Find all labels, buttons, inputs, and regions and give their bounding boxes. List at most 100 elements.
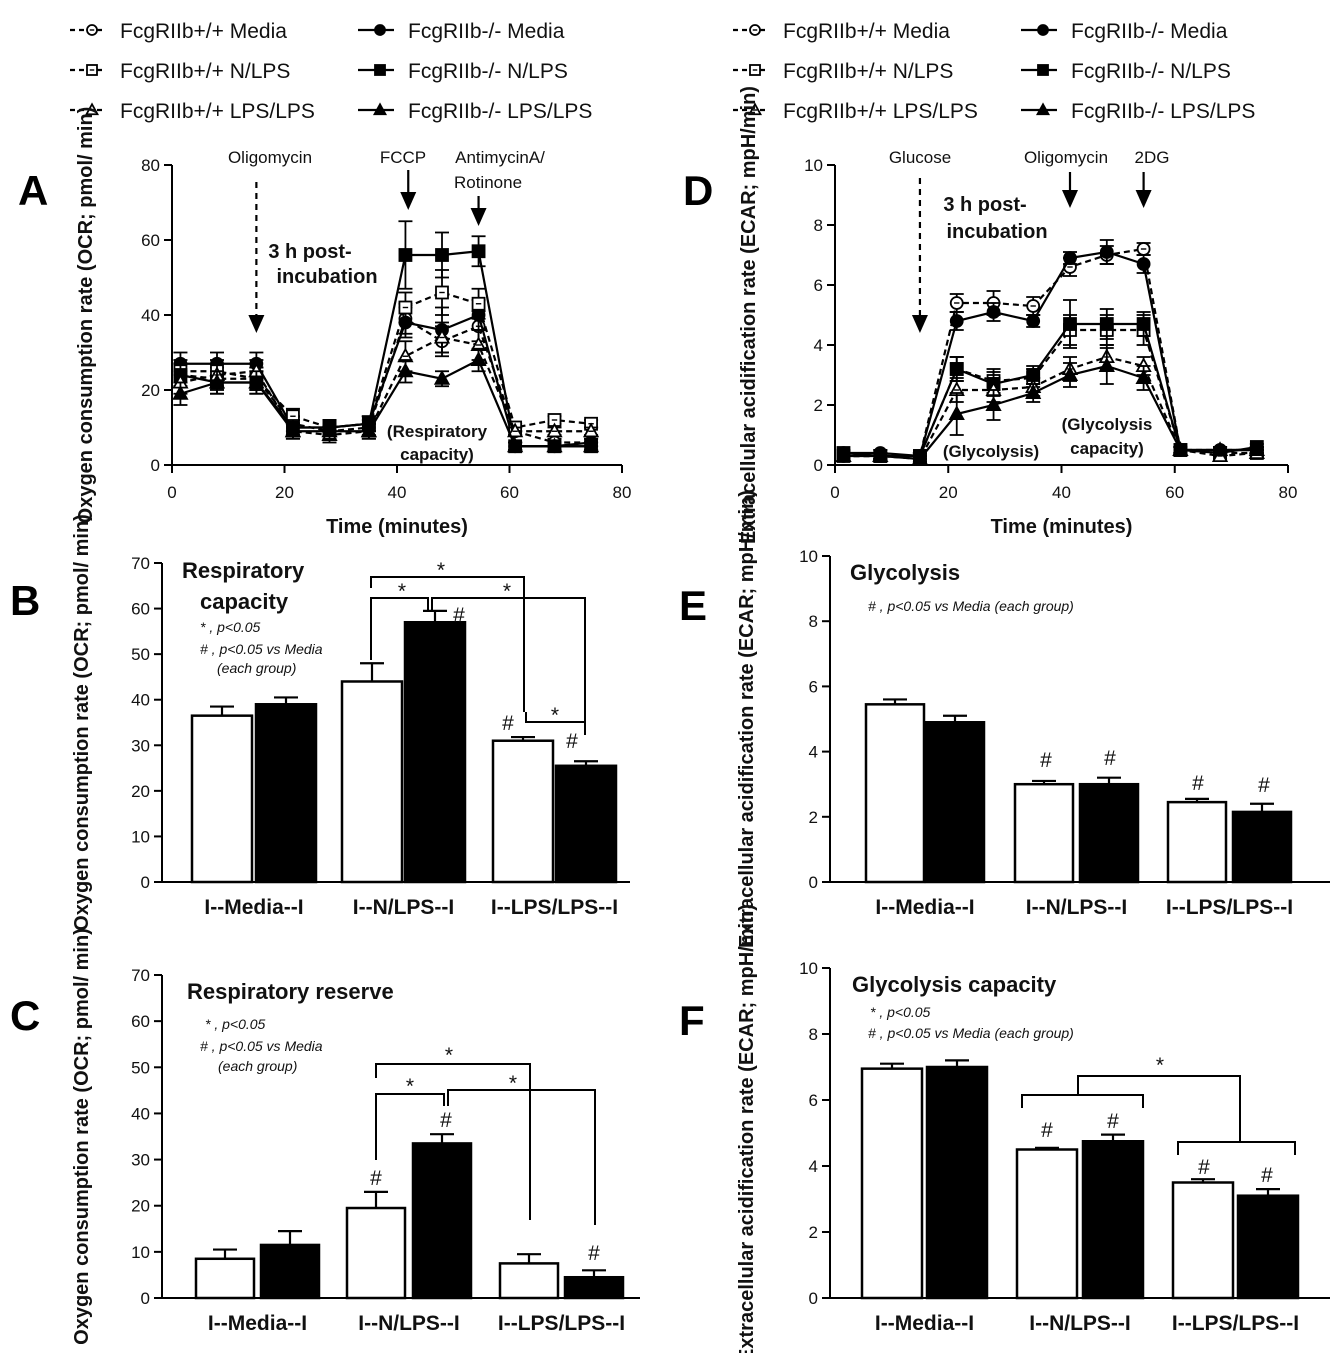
legend-right: FcgRIIb+/+ Media FcgRIIb-/- Media FcgRIIb+… [733, 20, 1255, 123]
sig-star: * [398, 580, 406, 603]
x-tick-label: 60 [500, 483, 519, 502]
bar [563, 1275, 625, 1300]
y-tick-label: 50 [131, 1058, 150, 1077]
bracket-ko [431, 597, 586, 735]
legend-item-4: FcgRIIb+/+ LPS/LPS [733, 100, 978, 123]
bar [340, 680, 404, 884]
chart-title: Glycolysis [850, 560, 960, 585]
series-3 [173, 220, 599, 454]
y-tick-label: 4 [814, 336, 823, 355]
data-point [507, 437, 524, 453]
bracket-nlps [1021, 1094, 1144, 1108]
legend-item-5: FcgRIIb-/- LPS/LPS [1021, 100, 1255, 123]
y-axis-label: Extracellular acidification rate (ECAR; … [738, 86, 760, 544]
bar-chart-F: 0 2 4 6 8 10 Extracellular acidification rate … [736, 904, 1330, 1353]
sig-hash: # [1040, 749, 1052, 772]
series-line [843, 250, 1257, 458]
label-cap2: capacity) [1070, 439, 1144, 458]
data-point [172, 384, 189, 400]
data-point [1063, 251, 1077, 265]
x-tick-label: 40 [1052, 483, 1071, 502]
legend-item-0: FcgRIIb+/+ Media [70, 20, 287, 43]
data-point [433, 328, 451, 344]
legend-label: FcgRIIb+/+ N/LPS [120, 60, 290, 83]
data-point [398, 248, 413, 262]
y-axis-label: Oxygen consumption rate (OCR; pmol/ min) [71, 514, 93, 931]
bar [259, 1243, 321, 1300]
category-label: I--LPS/LPS--I [498, 1312, 625, 1335]
legend-circle-marker [374, 24, 386, 36]
y-tick-label: 70 [131, 966, 150, 985]
y-tick-label: 0 [151, 456, 160, 475]
category-label: I--Media--I [875, 896, 974, 919]
series-5 [835, 347, 1265, 466]
label-post1: 3 h post- [943, 194, 1026, 216]
y-axis-label: Oxygen consumption rate (OCR; pmol/ min) [71, 928, 93, 1345]
line-chart-A: 0 20 40 60 80 0 20 40 60 80 Time (minutes) Oxygen c… [75, 107, 631, 538]
x-tick-label: 40 [388, 483, 407, 502]
data-point [582, 437, 600, 453]
legend-label: FcgRIIb-/- N/LPS [408, 60, 568, 83]
data-point [1136, 317, 1151, 331]
data-point [248, 373, 265, 389]
category-label: I--LPS/LPS--I [491, 896, 618, 919]
note-star: * , p<0.05 [205, 1016, 266, 1032]
y-tick-label: 6 [814, 276, 823, 295]
legend-triangle-marker [84, 102, 100, 116]
sig-hash: # [453, 604, 465, 627]
series-line [180, 336, 592, 437]
bar [1078, 782, 1140, 884]
legend-label: FcgRIIb-/- LPS/LPS [408, 100, 592, 123]
bar-chart-B: 0 10 20 30 40 50 60 70 Oxygen consumption rate (… [71, 514, 630, 931]
data-point [546, 437, 563, 453]
series-line [843, 328, 1257, 458]
series-3 [836, 299, 1264, 463]
annotation-glucose: Glucose [889, 148, 951, 167]
bar [864, 703, 926, 884]
y-axis-label: Oxygen consumption rate (OCR; pmol/ min) [75, 107, 97, 524]
bar [194, 1257, 256, 1300]
label-cap1: (Respiratory [387, 422, 488, 441]
sig-hash: # [370, 1167, 382, 1190]
panel-letter-A: A [18, 167, 48, 214]
panel-letter-D: D [683, 167, 713, 214]
label-cap1: (Glycolysis [1062, 415, 1153, 434]
bracket-ko [447, 1089, 596, 1225]
data-point [986, 305, 1001, 319]
arrow-oligomycin-head [248, 315, 265, 333]
bar [498, 1262, 560, 1300]
y-tick-label: 40 [131, 1104, 150, 1123]
bar [1171, 1181, 1235, 1300]
data-point [949, 314, 964, 328]
line-chart-D: 0 2 4 6 8 10 0 20 40 60 80 Time (minutes) Extracellu… [738, 86, 1297, 544]
sig-star: * [551, 704, 559, 727]
x-tick-label: 20 [275, 483, 294, 502]
series-line [180, 358, 592, 448]
data-point [1211, 441, 1229, 457]
y-tick-label: 50 [131, 645, 150, 664]
data-point [284, 422, 302, 438]
data-point [1061, 366, 1079, 382]
data-point [435, 248, 449, 262]
legend-label: FcgRIIb+/+ Media [120, 20, 287, 43]
x-tick-label: 60 [1165, 483, 1184, 502]
y-tick-label: 20 [131, 1197, 150, 1216]
category-label: I--Media--I [204, 896, 303, 919]
y-tick-label: 6 [809, 1091, 818, 1110]
note-hash: # , p<0.05 vs Media (each group) [868, 598, 1074, 614]
label-post1: 3 h post- [268, 241, 351, 263]
data-point [1136, 257, 1151, 271]
y-tick-label: 0 [814, 456, 823, 475]
legend-label: FcgRIIb+/+ Media [783, 20, 950, 43]
data-point [1026, 314, 1041, 328]
series-1 [173, 299, 599, 454]
y-tick-label: 4 [809, 743, 818, 762]
data-point [1099, 245, 1114, 259]
data-point [1248, 441, 1265, 457]
data-point [985, 396, 1002, 412]
sig-hash: # [502, 712, 514, 735]
chart-title: Respiratory reserve [187, 979, 394, 1004]
annotation-2dg: 2DG [1135, 148, 1170, 167]
panel-letter-C: C [10, 992, 40, 1039]
